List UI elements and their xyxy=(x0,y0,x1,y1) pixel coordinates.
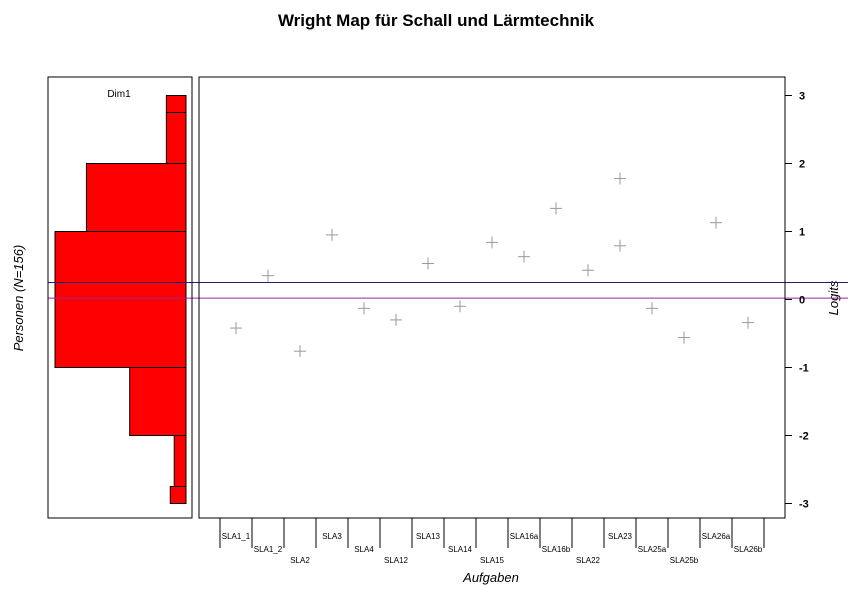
item-marker-SLA2 xyxy=(294,345,306,358)
histogram-bar-6 xyxy=(169,486,187,504)
item-marker-SLA26b xyxy=(742,316,754,329)
item-marker-SLA15 xyxy=(486,236,498,249)
item-marker-SLA25a xyxy=(646,302,658,315)
y-tick-label: 0 xyxy=(799,295,805,307)
item-marker-SLA26a xyxy=(710,216,722,229)
x-tick-label: SLA15 xyxy=(480,556,505,565)
item-marker-SLA3 xyxy=(326,228,338,241)
left-panel-frame xyxy=(47,76,193,519)
x-tick-label: SLA16a xyxy=(510,532,539,541)
y-tick-label: -1 xyxy=(799,363,809,375)
panel-frames xyxy=(47,76,786,519)
item-marker-SLA25b xyxy=(678,331,690,344)
item-marker-SLA12 xyxy=(390,313,402,326)
y-tick-label: -2 xyxy=(799,431,809,443)
item-marker-SLA16b xyxy=(550,202,562,215)
x-tick-label: SLA26a xyxy=(702,532,731,541)
x-tick-label: SLA26b xyxy=(734,545,763,554)
x-tick-label: SLA1_1 xyxy=(222,532,251,541)
item-marker-SLA16a xyxy=(518,250,530,263)
histogram-bar-0 xyxy=(165,95,187,113)
y-tick-label: 2 xyxy=(799,159,805,171)
y-tick-label: -3 xyxy=(799,499,809,511)
x-tick-label: SLA23 xyxy=(608,532,633,541)
histogram-bar-3 xyxy=(54,231,187,368)
item-marker-SLA23-2 xyxy=(614,239,626,252)
chart-title: Wright Map für Schall und Lärmtechnik xyxy=(278,11,595,30)
item-marker-SLA23-1 xyxy=(614,172,626,185)
x-tick-label: SLA1_2 xyxy=(254,545,283,554)
item-marker-SLA1_1 xyxy=(230,322,242,335)
x-tick-label: SLA2 xyxy=(290,556,310,565)
item-marker-SLA13 xyxy=(422,257,434,270)
x-tick-label: SLA14 xyxy=(448,545,473,554)
x-tick-label: SLA16b xyxy=(542,545,571,554)
x-tick-label: SLA22 xyxy=(576,556,601,565)
item-marker-SLA4 xyxy=(358,302,370,315)
y-tick-label: 1 xyxy=(799,227,805,239)
right-panel-frame xyxy=(198,76,786,519)
y-axis-label-persons: Personen (N=156) xyxy=(11,245,26,352)
histogram-bar-2 xyxy=(85,163,187,232)
x-tick-label: SLA25a xyxy=(638,545,667,554)
item-marker-SLA22 xyxy=(582,264,594,277)
x-tick-label: SLA13 xyxy=(416,532,441,541)
x-tick-label: SLA4 xyxy=(354,545,374,554)
person-histogram xyxy=(54,95,187,504)
histogram-bar-5 xyxy=(173,435,187,487)
x-tick-label: SLA3 xyxy=(322,532,342,541)
x-tick-label: SLA12 xyxy=(384,556,409,565)
x-axis-label: Aufgaben xyxy=(462,570,519,585)
item-marker-SLA1_2 xyxy=(262,269,274,282)
histogram-bar-4 xyxy=(129,367,187,436)
item-marker-SLA14 xyxy=(454,300,466,313)
histogram-bar-1 xyxy=(165,112,187,164)
item-scatter xyxy=(230,172,754,358)
y-tick-label: 3 xyxy=(799,91,805,103)
left-panel-label: Dim1 xyxy=(107,89,131,100)
x-tick-label: SLA25b xyxy=(670,556,699,565)
